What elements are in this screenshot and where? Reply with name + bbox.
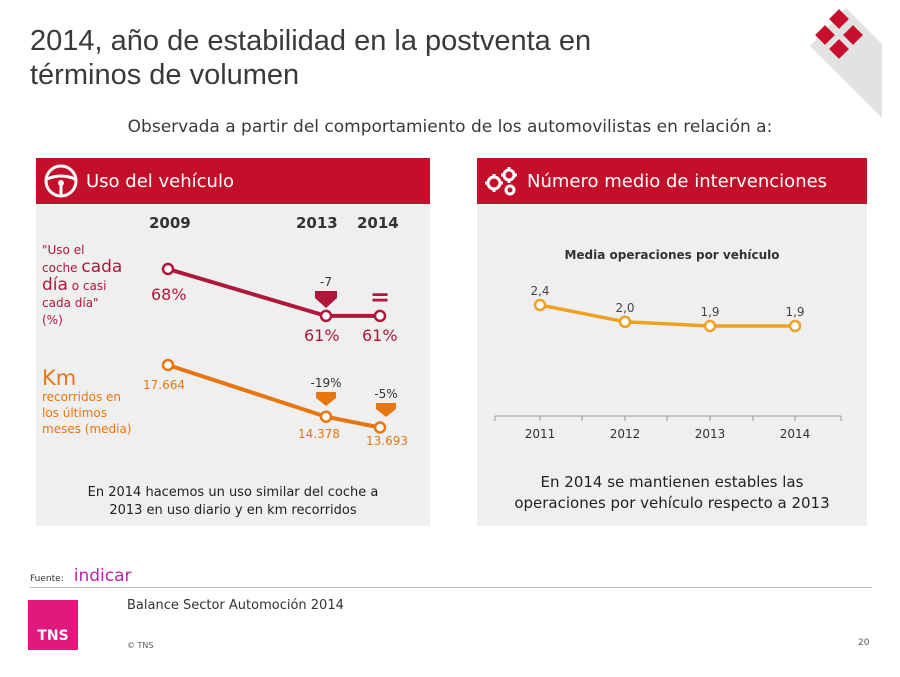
copyright: © TNS — [127, 641, 154, 650]
brand-logo-icon — [810, 8, 882, 118]
km-point — [161, 358, 175, 372]
km-change-label: -5% — [374, 387, 397, 401]
steering-wheel-icon — [36, 158, 86, 204]
vehicle-usage-chart: 68% 61% 61% -7 = 17.664 14.378 13.693 -19% -5% — [143, 262, 408, 448]
operations-point — [703, 319, 717, 333]
operations-line — [539, 303, 795, 328]
daily-use-value-label: 61% — [304, 326, 340, 345]
daily-use-value-label: 68% — [151, 285, 187, 304]
daily-use-change-label: -7 — [320, 275, 332, 289]
footer-title: Balance Sector Automoción 2014 — [127, 598, 344, 613]
interventions-header: Número medio de intervenciones — [477, 158, 867, 204]
vehicle-usage-header: Uso del vehículo — [36, 158, 430, 204]
slide-title-line-1: 2014, año de estabilidad en la postventa… — [30, 25, 592, 57]
km-value-label: 17.664 — [143, 378, 185, 392]
daily-use-line — [167, 267, 380, 318]
tns-logo: TNS — [28, 600, 78, 650]
source-note: Fuente: indicar — [30, 566, 132, 586]
year-label-2009: 2009 — [149, 214, 191, 232]
year-label-2013: 2013 — [296, 214, 338, 232]
interventions-panel: Número medio de intervenciones Media ope… — [477, 158, 867, 526]
slide-title-line-2: términos de volumen — [30, 59, 300, 91]
daily-use-change-label: = — [370, 283, 390, 311]
operations-point — [618, 315, 632, 329]
x-tick-label: 2013 — [695, 427, 726, 441]
daily-use-point — [161, 262, 175, 276]
km-line — [167, 363, 381, 430]
decrease-marker — [315, 291, 337, 308]
vehicle-usage-panel: Uso del vehículo 2009 2013 2014 "Uso el … — [36, 158, 430, 526]
vehicle-usage-caption: En 2014 hacemos un uso similar del coche… — [87, 485, 379, 518]
daily-use-series-label: "Uso el coche cada día o casi cada día" … — [42, 243, 123, 327]
footer-divider — [30, 587, 872, 588]
operations-value-label: 1,9 — [700, 305, 719, 319]
operations-value-label: 2,0 — [615, 301, 634, 315]
km-value-label: 14.378 — [298, 427, 340, 441]
interventions-header-text: Número medio de intervenciones — [527, 170, 828, 192]
x-tick-label: 2014 — [780, 427, 811, 441]
decrease-marker — [316, 392, 336, 406]
slide-subtitle: Observada a partir del comportamiento de… — [127, 117, 773, 137]
source-value: indicar — [73, 566, 132, 586]
gears-icon — [477, 158, 527, 204]
km-value-label: 13.693 — [366, 434, 408, 448]
operations-chart: 2011 2012 2013 2014 2,4 2,0 1,9 1,9 — [494, 284, 842, 441]
km-change-label: -19% — [310, 376, 341, 390]
interventions-caption: En 2014 se mantienen estables las operac… — [514, 473, 830, 512]
page-number: 20 — [858, 638, 870, 648]
km-point — [373, 421, 387, 434]
km-series-label: Km recorridos en los últimos meses (medi… — [42, 366, 132, 437]
daily-use-value-label: 61% — [362, 326, 398, 345]
operations-chart-title: Media operaciones por vehículo — [564, 248, 780, 262]
x-tick-label: 2011 — [525, 427, 556, 441]
daily-use-point — [373, 309, 387, 323]
slide-title: 2014, año de estabilidad en la postventa… — [30, 24, 790, 92]
operations-value-label: 1,9 — [785, 305, 804, 319]
daily-use-point — [319, 309, 333, 323]
operations-point — [533, 298, 547, 312]
km-point — [319, 410, 333, 423]
source-label: Fuente: — [30, 574, 64, 584]
x-tick-label: 2012 — [610, 427, 641, 441]
decrease-marker — [376, 403, 396, 417]
vehicle-usage-header-text: Uso del vehículo — [86, 170, 234, 192]
operations-value-label: 2,4 — [530, 284, 549, 298]
year-label-2014: 2014 — [357, 214, 399, 232]
operations-point — [788, 319, 802, 333]
